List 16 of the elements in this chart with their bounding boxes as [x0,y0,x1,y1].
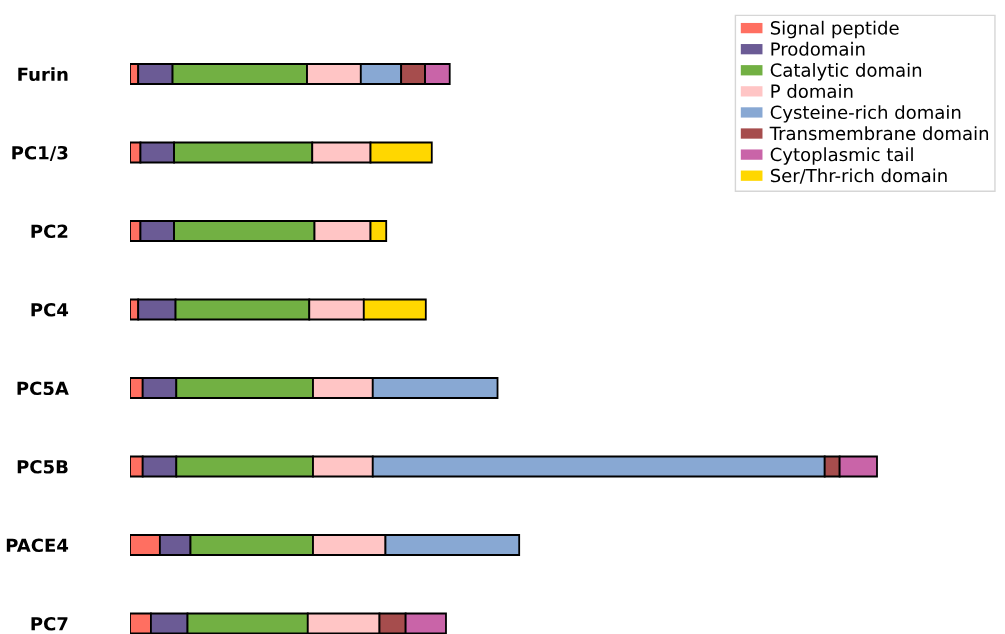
legend-label: Cysteine-rich domain [770,105,961,123]
y-tick-label: PC5A [17,381,69,396]
y-tick-label: PC7 [31,616,68,631]
legend-label: Cytoplasmic tail [770,147,913,165]
y-tick-label: PC4 [31,302,69,317]
y-tick-label: PC2 [31,224,68,239]
legend-label: Transmembrane domain [769,126,989,141]
y-tick-label: Furin [18,67,68,82]
y-tick-label: PC1/3 [12,145,68,162]
legend-label: Ser/Thr-rich domain [770,168,947,184]
y-tick-label: PACE4 [6,538,69,553]
legend-label: Catalytic domain [770,62,922,81]
legend-label: Prodomain [771,41,865,56]
legend-label: Signal peptide [770,20,899,39]
legend-label: P domain [771,84,853,99]
y-tick-label: PC5B [17,459,68,474]
